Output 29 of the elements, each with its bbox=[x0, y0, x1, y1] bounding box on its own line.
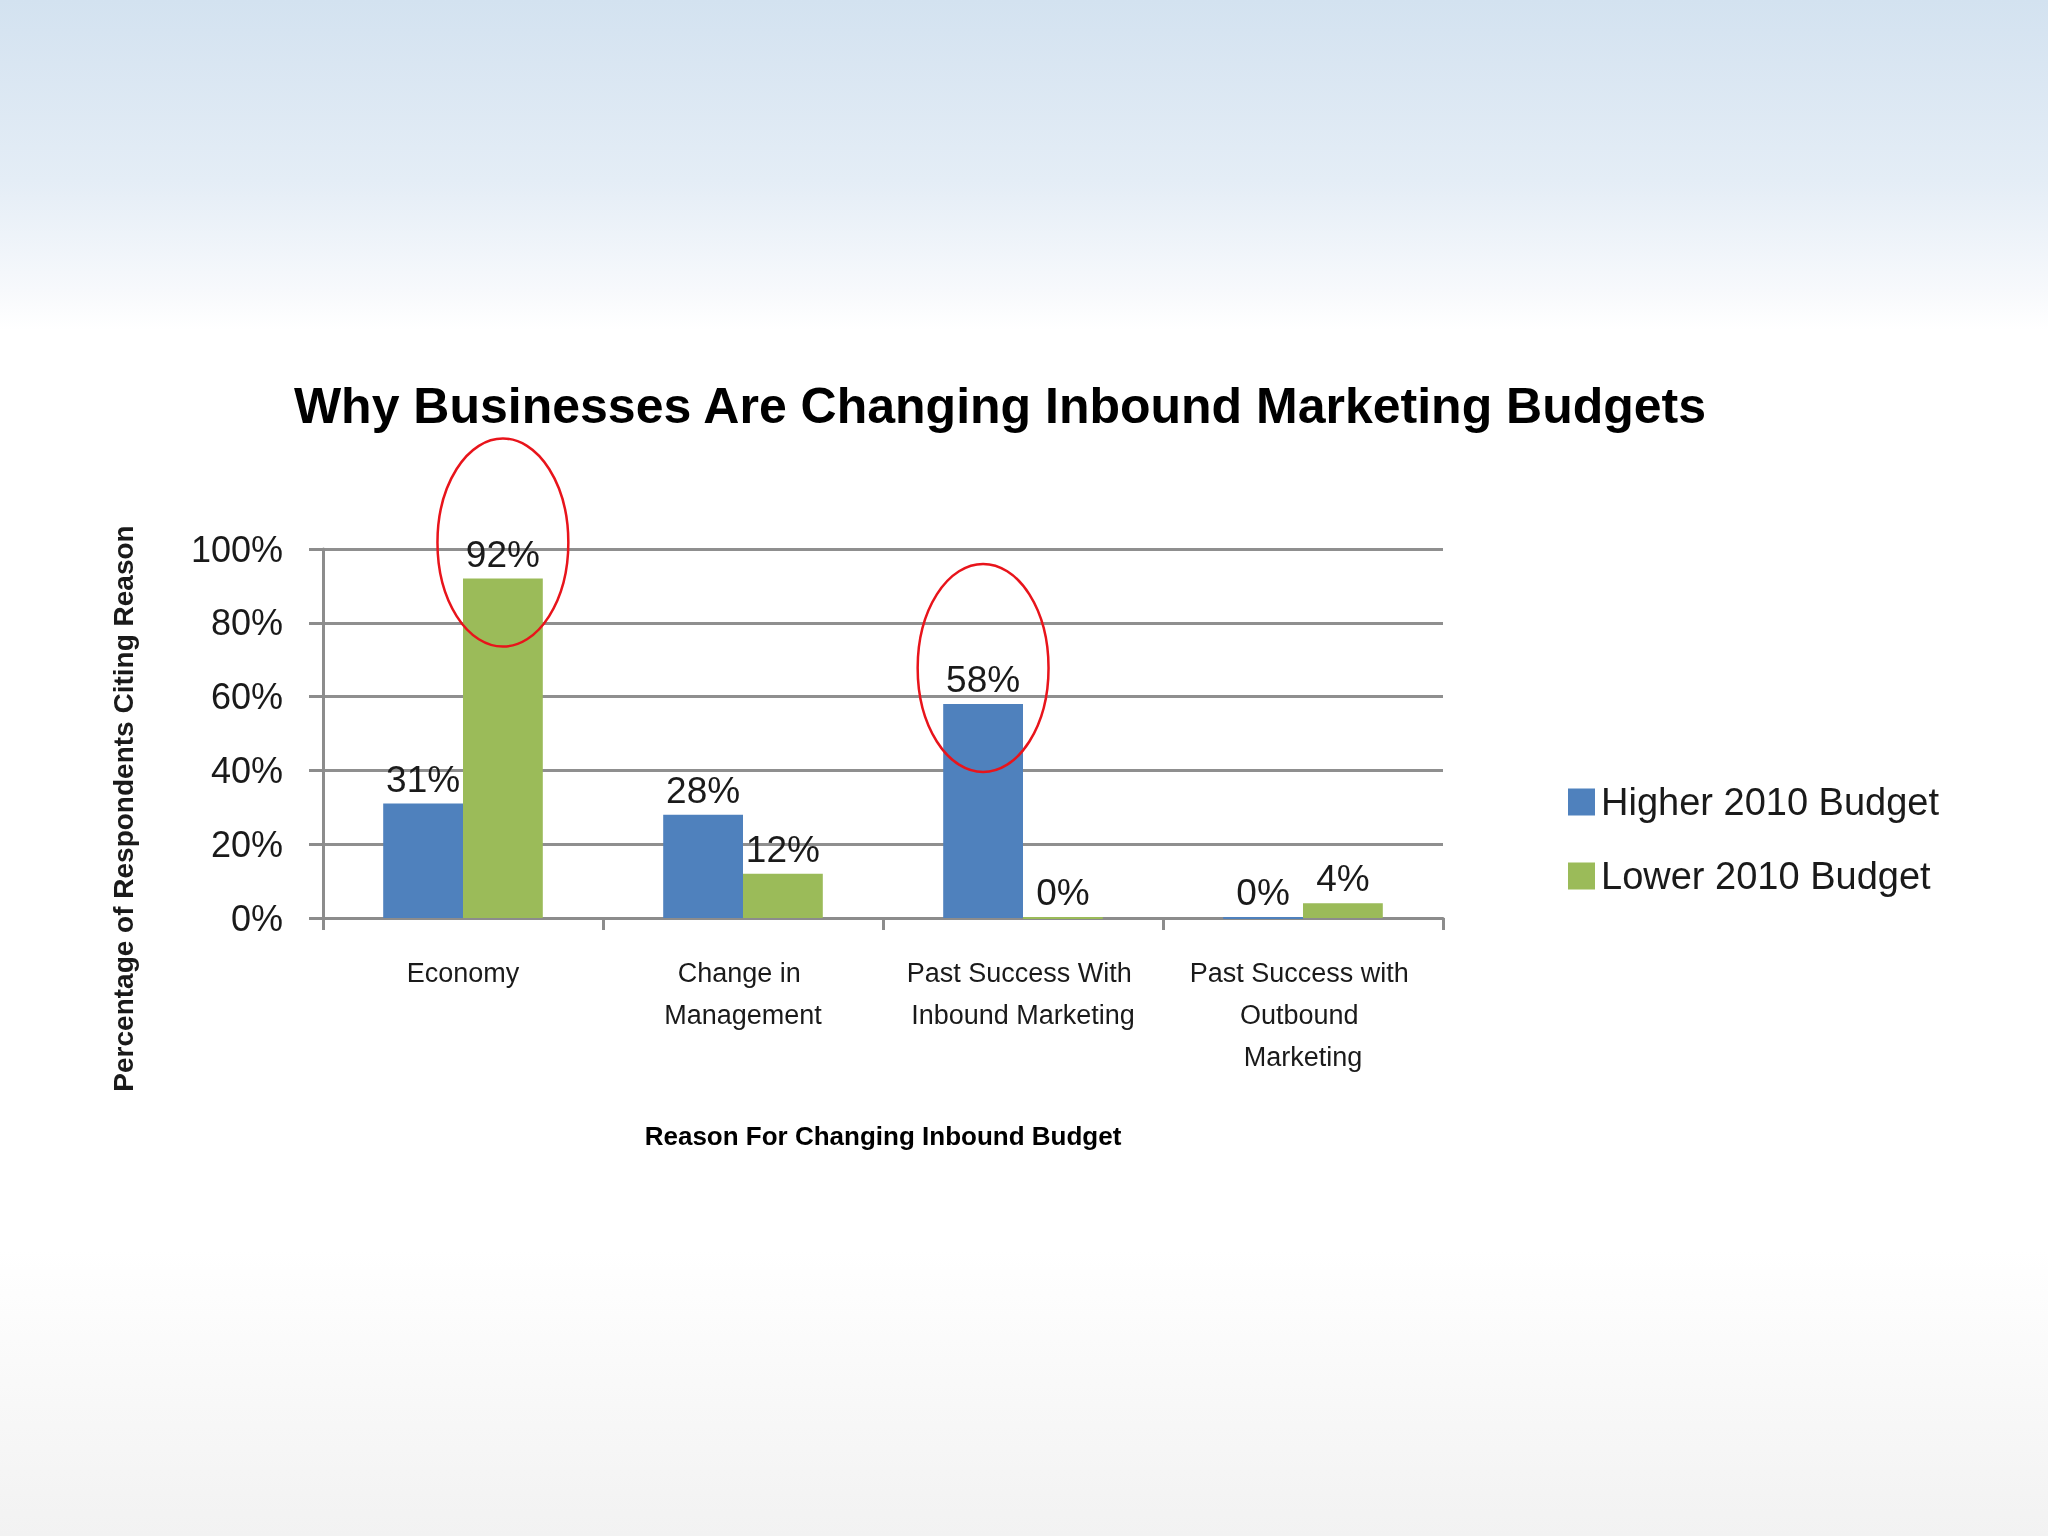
legend-label: Higher 2010 Budget bbox=[1601, 781, 1940, 823]
y-tick-label: 100% bbox=[190, 528, 283, 570]
x-axis-title: Reason For Changing Inbound Budget bbox=[644, 1121, 1122, 1151]
data-label: 12% bbox=[745, 828, 820, 870]
data-label: 28% bbox=[666, 769, 741, 811]
y-axis-title: Percentage of Respondents Citing Reason bbox=[107, 525, 139, 1092]
bar bbox=[1303, 903, 1383, 918]
y-tick-label: 0% bbox=[230, 897, 283, 939]
x-tick-label: Change in Management bbox=[664, 958, 823, 1030]
y-tick-label: 60% bbox=[210, 676, 283, 718]
data-label: 0% bbox=[1236, 872, 1290, 913]
legend-label: Lower 2010 Budget bbox=[1601, 855, 1932, 897]
bar bbox=[663, 814, 743, 918]
chart-title: Why Businesses Are Changing Inbound Marketing Budgets bbox=[293, 378, 1707, 434]
x-tick-label: Economy bbox=[406, 958, 520, 988]
x-tick-label: Past Success with Outbound Marketing bbox=[1189, 958, 1417, 1072]
y-tick-label: 80% bbox=[210, 602, 283, 644]
data-label: 31% bbox=[386, 758, 461, 800]
data-label: 4% bbox=[1316, 858, 1370, 900]
bar bbox=[743, 873, 823, 918]
bar bbox=[463, 578, 543, 918]
x-tick-label: Past Success With Inbound Marketing bbox=[906, 958, 1140, 1030]
y-tick-label: 20% bbox=[210, 823, 283, 865]
bar bbox=[383, 803, 463, 918]
y-tick-label: 40% bbox=[210, 749, 283, 791]
data-label: 58% bbox=[946, 658, 1021, 700]
data-label: 0% bbox=[1036, 872, 1090, 913]
data-label: 92% bbox=[465, 533, 540, 575]
bar bbox=[943, 703, 1023, 918]
